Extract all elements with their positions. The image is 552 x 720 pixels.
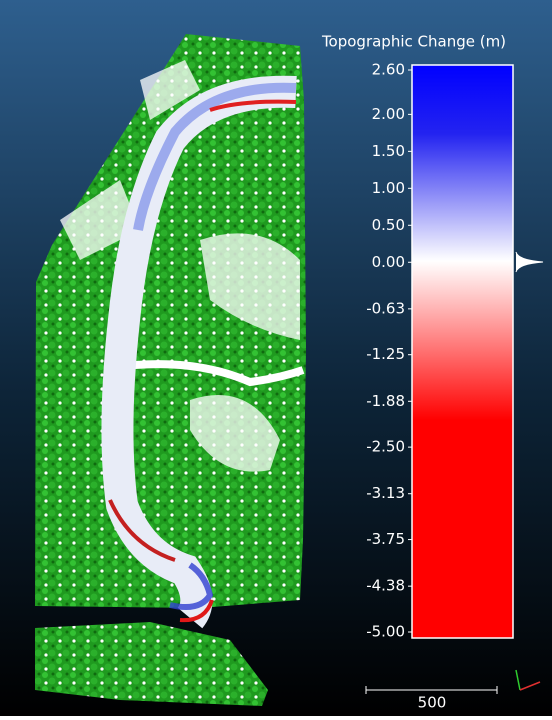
colorbar-tick-label: -3.13	[366, 484, 405, 502]
colorbar-tick-label: 0.00	[372, 253, 405, 271]
colorbar-tick-label: -0.63	[366, 299, 405, 317]
colorbar-tick-label: -1.25	[366, 345, 405, 363]
colorbar-tick-label: -3.75	[366, 530, 405, 548]
colorbar-tick-label: 2.60	[372, 61, 405, 79]
colorbar-tick-label: 1.50	[372, 142, 405, 160]
erosion	[209, 99, 297, 112]
colorbar-tick-label: 2.00	[372, 105, 405, 123]
colorbar-tick-label: 0.50	[372, 216, 405, 234]
scale-bar-label: 500	[418, 694, 447, 712]
point-cloud	[35, 34, 306, 706]
colorbar-tick-label: 1.00	[372, 179, 405, 197]
terrain-south	[35, 622, 268, 706]
axis-x	[519, 681, 541, 691]
colorbar	[411, 64, 514, 639]
axis-y	[515, 669, 521, 691]
colorbar-tick-label: -4.38	[366, 577, 405, 595]
colorbar-title: Topographic Change (m)	[321, 33, 506, 51]
colorbar-tick-label: -1.88	[366, 392, 405, 410]
colorbar-tick-label: -2.50	[366, 438, 405, 456]
deposition	[169, 562, 214, 610]
histogram	[515, 251, 544, 273]
erosion	[108, 499, 176, 562]
road	[134, 360, 305, 387]
erosion	[179, 599, 214, 623]
clearings	[60, 60, 300, 472]
deposition	[133, 82, 297, 231]
colorbar-ticks: 2.60 2.00 1.50 1.00 0.50 0.00 -0.63 -1.25 -1.88 -…	[366, 61, 412, 641]
colorbar-tick-label: -5.00	[366, 623, 405, 641]
